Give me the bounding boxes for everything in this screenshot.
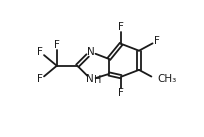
Text: CH₃: CH₃ — [157, 75, 177, 84]
Text: N: N — [86, 75, 94, 84]
Text: F: F — [118, 22, 124, 32]
Text: F: F — [37, 47, 43, 57]
Text: F: F — [37, 75, 43, 84]
Text: F: F — [154, 36, 160, 46]
Text: F: F — [54, 40, 60, 50]
Text: H: H — [93, 75, 101, 85]
Text: N: N — [87, 47, 95, 57]
Text: F: F — [118, 88, 124, 98]
